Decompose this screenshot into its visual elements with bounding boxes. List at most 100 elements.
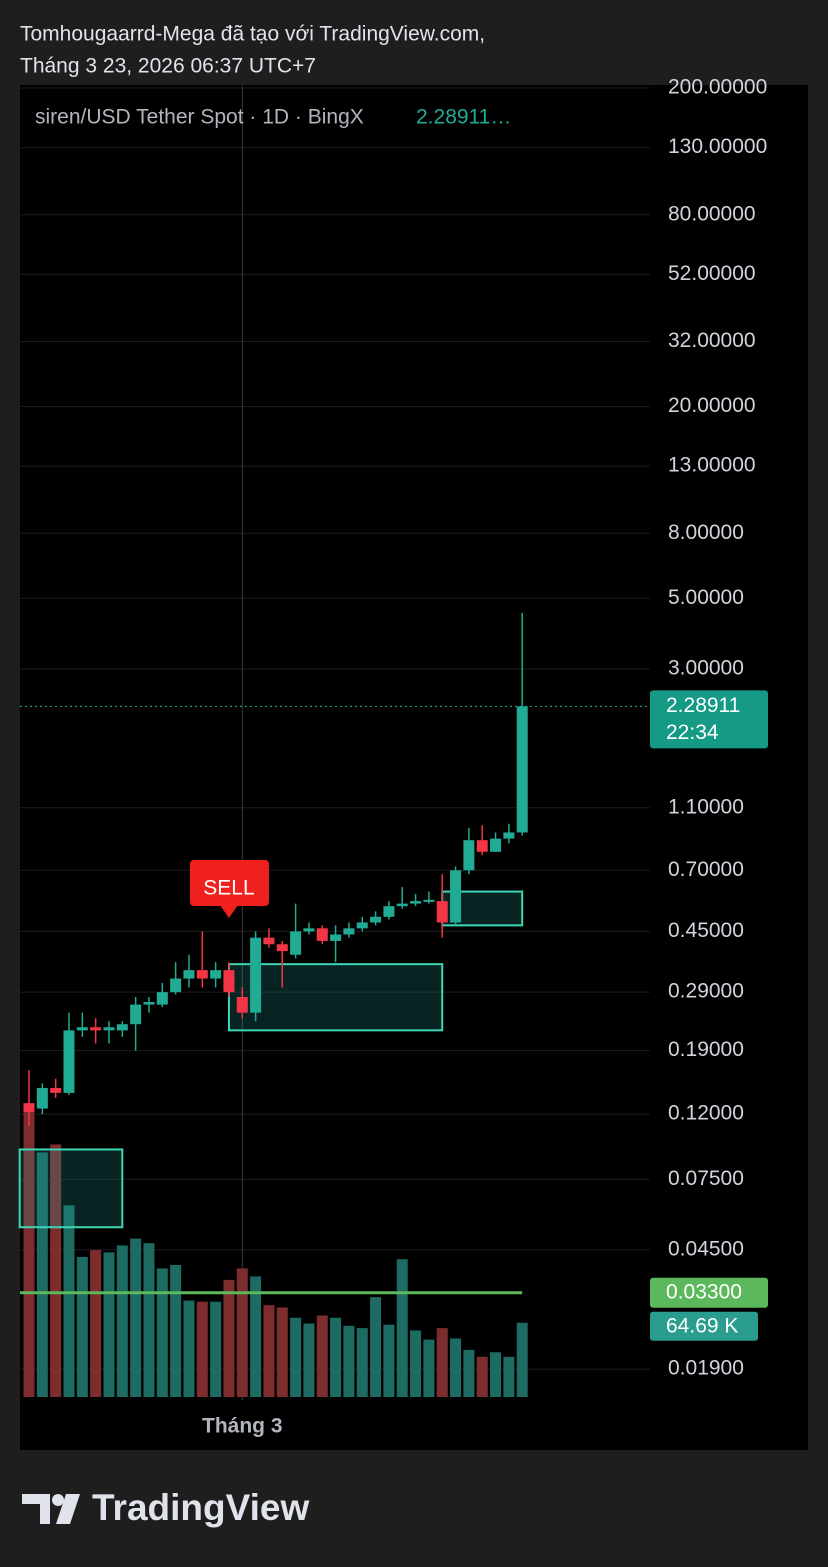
y-tick-label: 1.10000	[668, 795, 744, 818]
candle-body	[236, 996, 248, 1013]
volume-bar	[436, 1328, 448, 1397]
volume-bar	[263, 1305, 275, 1397]
candle-body	[516, 706, 528, 833]
candle-body	[103, 1027, 115, 1031]
volume-bar	[303, 1323, 315, 1397]
volume-bar	[490, 1352, 502, 1397]
logo-mark	[56, 1494, 80, 1524]
candle-body	[183, 970, 195, 979]
candle-body	[476, 840, 488, 852]
volume-bar	[23, 1109, 35, 1397]
y-tick-label: 3.00000	[668, 657, 744, 680]
candle-body	[370, 916, 382, 923]
candle-body	[76, 1027, 88, 1031]
y-tick-label: 130.00000	[668, 135, 767, 158]
candle-body	[423, 899, 435, 902]
volume-bar	[516, 1322, 528, 1397]
y-tick-label: 0.07500	[668, 1167, 744, 1190]
volume-bar	[143, 1243, 155, 1397]
volume-bar	[330, 1317, 342, 1397]
volume-bar	[370, 1297, 382, 1397]
candle-body	[316, 928, 328, 941]
volume-bar	[50, 1144, 62, 1397]
y-tick-label: 80.00000	[668, 202, 756, 225]
date-line: Tháng 3 23, 2026 06:37 UTC+7	[20, 55, 316, 78]
candle-body	[23, 1103, 35, 1112]
y-tick-label: 0.01900	[668, 1357, 744, 1380]
y-tick-label: 8.00000	[668, 521, 744, 544]
candle-body	[63, 1030, 75, 1093]
volume-bar	[290, 1317, 302, 1397]
y-tick-label: 20.00000	[668, 394, 756, 417]
candle-body	[170, 978, 182, 993]
annotation-box	[189, 860, 269, 906]
volume-bar	[450, 1338, 462, 1397]
chart-title: siren/USD Tether Spot · 1D · BingX	[35, 106, 364, 129]
volume-bar	[463, 1349, 475, 1397]
x-tick-label: Tháng 3	[202, 1415, 283, 1438]
volume-bar	[503, 1356, 515, 1397]
candle-body	[330, 934, 342, 941]
volume-bar	[356, 1328, 368, 1397]
brand: TradingView	[92, 1487, 309, 1528]
candle-body	[276, 944, 288, 952]
candle-body	[156, 992, 168, 1005]
volume-bar	[276, 1307, 288, 1397]
y-tick-label: 5.00000	[668, 586, 744, 609]
candle-body	[50, 1088, 62, 1093]
candle-body	[290, 931, 302, 955]
candle-body	[503, 832, 515, 839]
y-tick-label: 0.12000	[668, 1102, 744, 1125]
legend-price: 2.28911…	[416, 106, 511, 129]
logo-mark	[52, 1494, 64, 1506]
price-badge-label: 2.28911	[666, 694, 740, 717]
candle-body	[130, 1004, 142, 1025]
logo: TradingView	[22, 1487, 309, 1528]
volume-bar	[223, 1279, 235, 1397]
price-badge	[650, 690, 768, 749]
y-tick-label: 13.00000	[668, 454, 756, 477]
chart-panel	[20, 85, 808, 1450]
y-tick-label: 0.04500	[668, 1237, 744, 1260]
volume-bar	[90, 1250, 102, 1397]
candle-body	[143, 1002, 155, 1005]
candle-body	[303, 928, 315, 932]
logo-mark	[22, 1494, 50, 1524]
candle-body	[223, 970, 235, 993]
volume-bar	[170, 1264, 182, 1397]
volume-badge	[650, 1311, 758, 1341]
candle-body	[116, 1024, 128, 1031]
volume-bar	[103, 1252, 115, 1397]
y-tick-label: 0.29000	[668, 980, 744, 1003]
volume-bar	[250, 1276, 262, 1397]
volume-bar	[183, 1300, 195, 1397]
volume-bar	[116, 1245, 128, 1397]
hline-badge	[650, 1277, 768, 1308]
candle-body	[410, 901, 422, 904]
y-tick-label: 0.45000	[668, 919, 744, 942]
annotation-pointer	[219, 905, 238, 918]
volume-bar	[196, 1301, 208, 1397]
volume-bar	[210, 1301, 222, 1397]
volume-bar	[343, 1325, 355, 1397]
volume-bar	[76, 1256, 88, 1397]
candle-body	[450, 870, 462, 923]
volume-bar	[36, 1152, 48, 1397]
y-tick-label: 200.00000	[668, 76, 767, 99]
volume-bar	[383, 1324, 395, 1397]
candle-body	[356, 922, 368, 929]
candle-body	[210, 970, 222, 979]
volume-bar	[410, 1330, 422, 1397]
candle-body	[36, 1088, 48, 1109]
author-line: Tomhougaarrd-Mega đã tạo với TradingView…	[20, 23, 485, 46]
countdown: 22:34	[666, 721, 719, 744]
volume-label: 64.69 K	[666, 1314, 738, 1337]
volume-bar	[396, 1259, 408, 1397]
volume-bar	[130, 1238, 142, 1397]
volume-bar	[236, 1268, 248, 1397]
candle-body	[383, 906, 395, 917]
volume-bar	[63, 1205, 75, 1397]
y-tick-label: 0.70000	[668, 858, 744, 881]
candle-body	[490, 838, 502, 852]
